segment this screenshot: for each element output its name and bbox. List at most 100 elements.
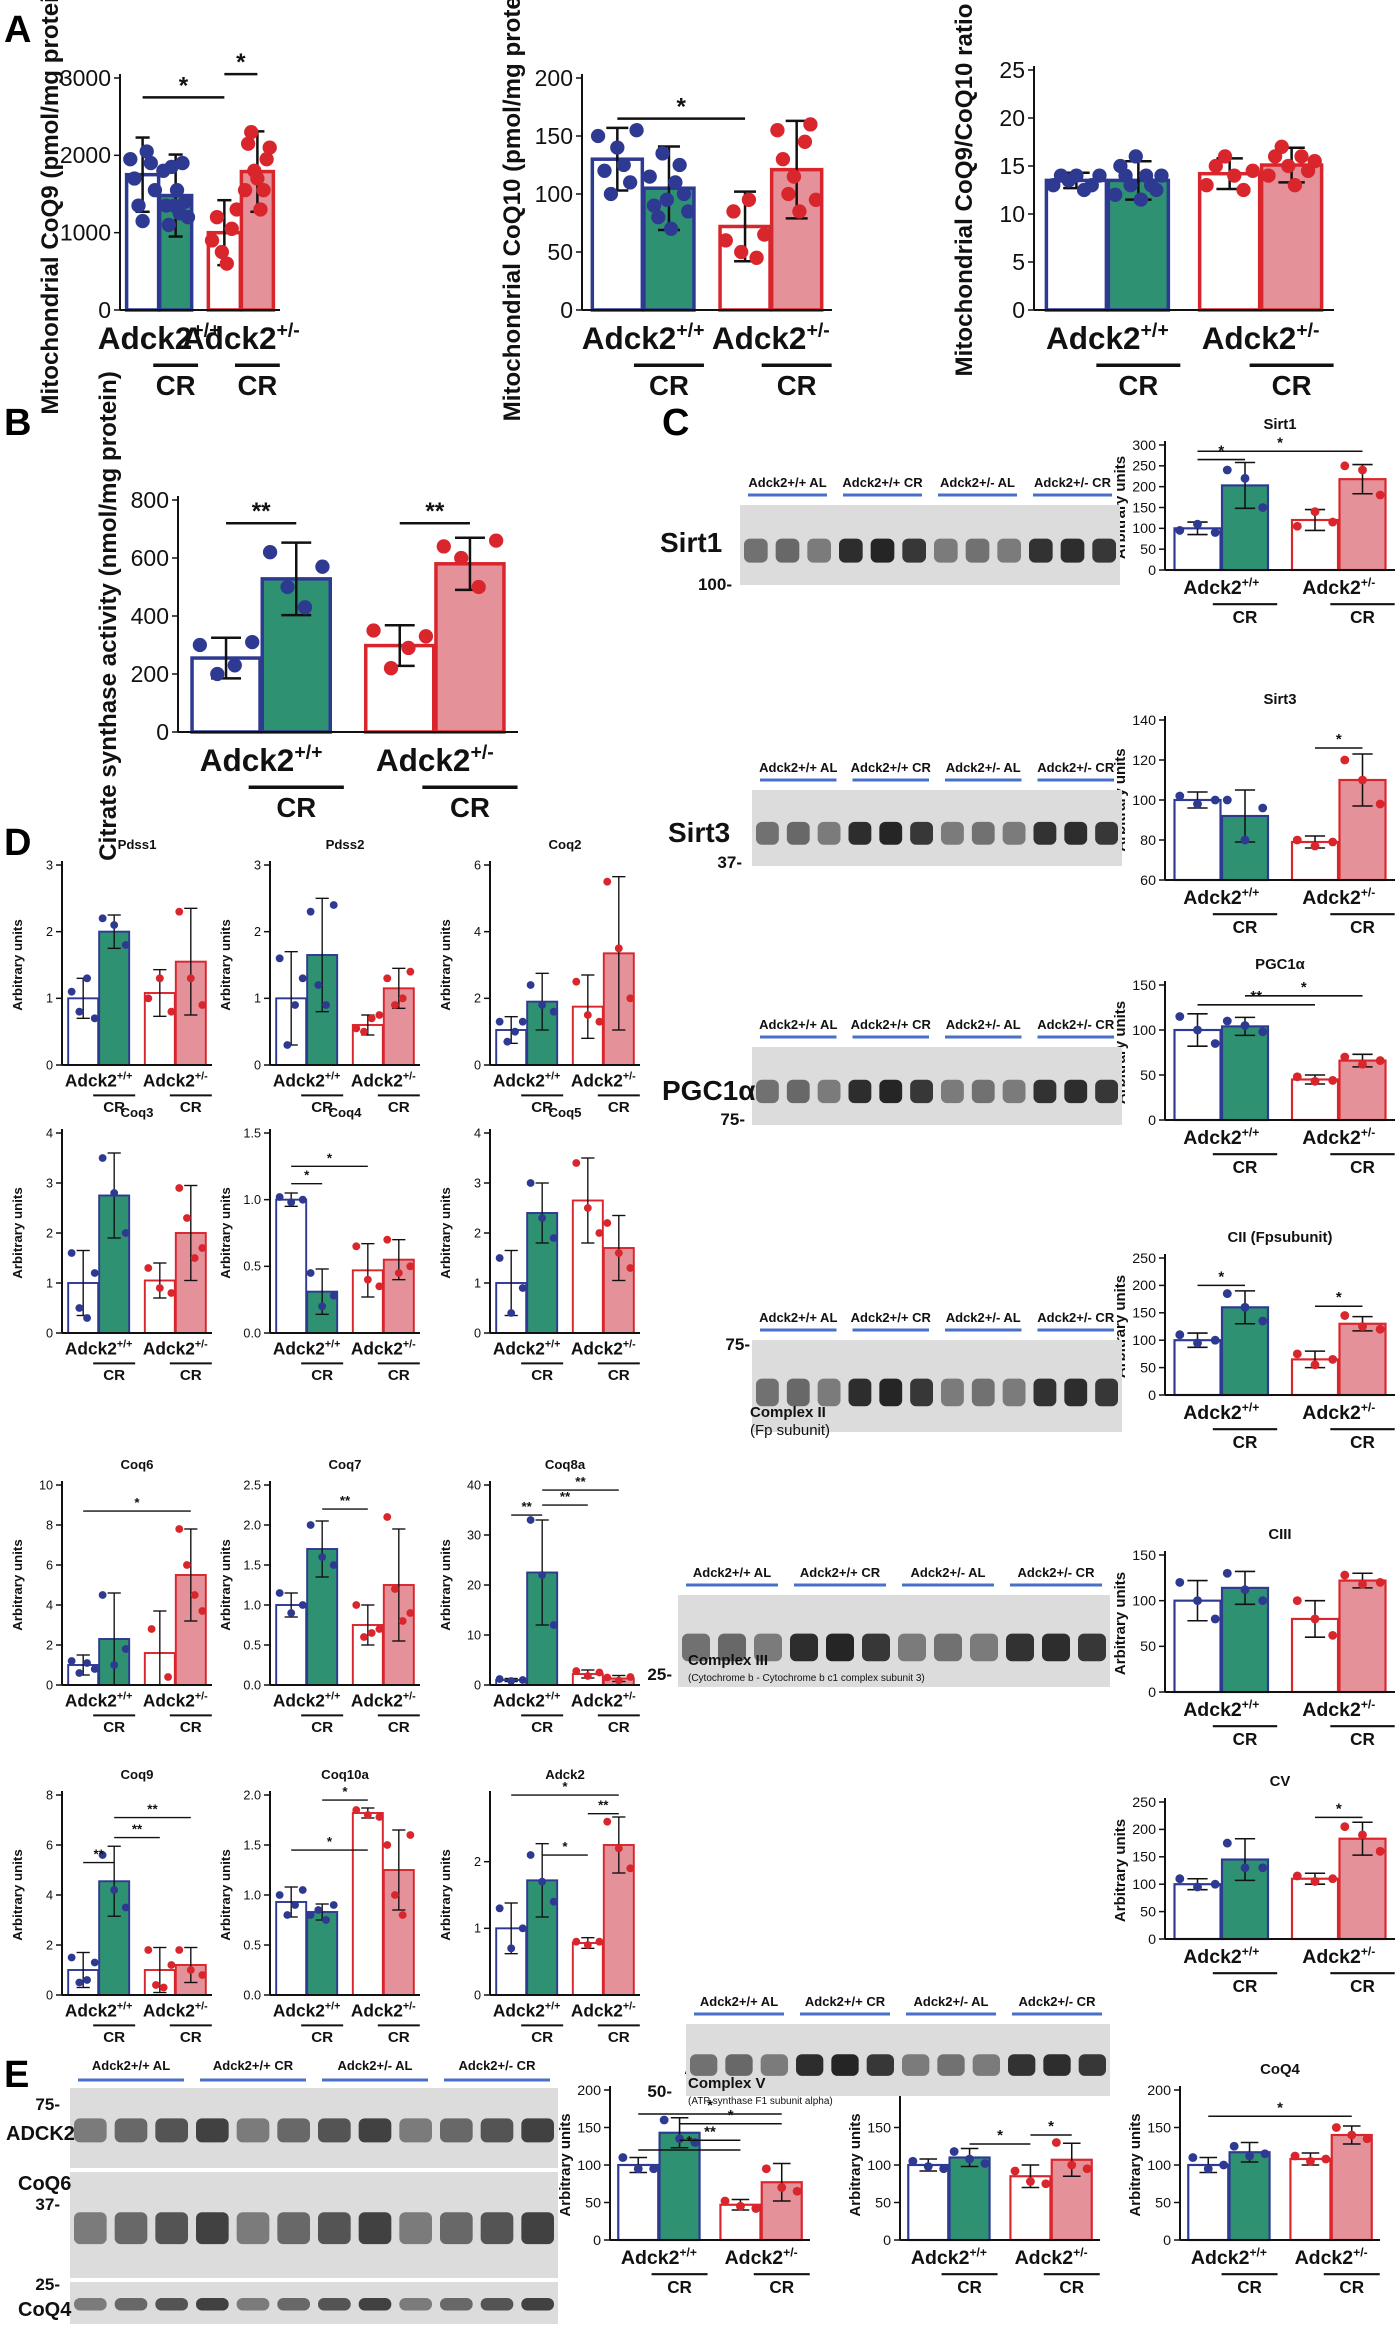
data-point bbox=[190, 1591, 199, 1599]
blot-band bbox=[934, 538, 958, 563]
group-label-het: Adck2+/- bbox=[143, 1071, 208, 1091]
data-point bbox=[375, 1011, 384, 1019]
blot-band bbox=[879, 821, 903, 845]
data-point bbox=[1154, 168, 1169, 183]
y-tick-label: 6 bbox=[46, 1558, 53, 1572]
data-point bbox=[1188, 2153, 1198, 2162]
blot-marker: 75- bbox=[720, 1110, 745, 1129]
data-point bbox=[1046, 178, 1061, 193]
blot-band bbox=[1078, 1633, 1106, 1662]
data-point bbox=[169, 182, 185, 198]
data-point bbox=[761, 2164, 771, 2174]
data-point bbox=[275, 1891, 284, 1899]
data-point bbox=[1294, 149, 1309, 164]
data-point bbox=[676, 186, 692, 202]
y-tick-label: 2.0 bbox=[243, 1518, 261, 1532]
blot-band bbox=[817, 1378, 841, 1407]
blot-band bbox=[440, 2297, 473, 2311]
blot-ciii: Adck2+/+ AL Adck2+/+ CR Adck2+/- AL Adck2+/… bbox=[647, 1565, 1110, 1687]
y-tick-label: 0.0 bbox=[243, 1678, 261, 1692]
chart-a2: 0 50 100 150 200 Mitochondrial CoQ10 (pmol/mg… bbox=[499, 0, 832, 421]
cr-label-wt: CR bbox=[1233, 1158, 1258, 1177]
data-point bbox=[253, 202, 268, 217]
group-label-wt: Adck2+/+ bbox=[493, 2001, 561, 2021]
blot-band bbox=[74, 2212, 107, 2245]
y-axis-label: Mitochondrial CoQ10 (pmol/mg protein) bbox=[499, 0, 526, 421]
group-label-het: Adck2+/- bbox=[1302, 1944, 1375, 1968]
y-tick-label: 100 bbox=[1132, 1023, 1156, 1039]
data-point bbox=[1240, 1863, 1250, 1873]
chart-title: Adck2 bbox=[545, 1767, 585, 1782]
data-point bbox=[642, 169, 657, 184]
y-tick-label: 0 bbox=[474, 1326, 481, 1340]
data-point bbox=[668, 175, 683, 190]
data-point bbox=[298, 974, 307, 983]
cr-label-wt: CR bbox=[1233, 918, 1258, 937]
significance-label: * bbox=[327, 1834, 333, 1849]
chart-pdss2: 0 1 2 3 Arbitrary units Pdss2 Adck2+/+ Adck2+/-… bbox=[218, 837, 420, 1116]
data-point bbox=[595, 1017, 604, 1026]
blot-lane-label: Adck2+/+ CR bbox=[851, 1017, 932, 1032]
blot-band bbox=[970, 1633, 998, 1662]
blot-band bbox=[358, 2212, 392, 2245]
bar-3 bbox=[1330, 2133, 1373, 2242]
data-point bbox=[980, 2159, 990, 2168]
blot-band bbox=[718, 1633, 746, 1662]
y-tick-label: 400 bbox=[131, 603, 169, 629]
y-tick-label: 0 bbox=[46, 1326, 53, 1340]
data-point bbox=[1358, 465, 1367, 475]
data-point bbox=[549, 1234, 558, 1242]
data-point bbox=[1175, 525, 1185, 535]
blot-band bbox=[1033, 1378, 1057, 1407]
significance-label: ** bbox=[575, 1474, 586, 1489]
blot-lane-label: Adck2+/- AL bbox=[946, 760, 1021, 775]
data-point bbox=[306, 1269, 315, 1277]
data-point bbox=[144, 1264, 153, 1272]
significance-label: * bbox=[707, 2097, 713, 2114]
data-point bbox=[1193, 799, 1202, 809]
data-point bbox=[614, 1844, 623, 1853]
data-point bbox=[167, 1289, 176, 1297]
data-point bbox=[198, 1244, 207, 1252]
data-point bbox=[1292, 521, 1302, 531]
data-point bbox=[495, 1675, 504, 1683]
data-point bbox=[675, 2134, 684, 2144]
data-point bbox=[488, 533, 504, 548]
data-point bbox=[363, 1275, 372, 1284]
blot-band bbox=[1029, 538, 1053, 563]
y-tick-label: 0 bbox=[593, 2233, 601, 2249]
data-point bbox=[614, 944, 623, 953]
chart-title: Pdss2 bbox=[326, 837, 365, 852]
y-tick-label: 1 bbox=[46, 992, 53, 1006]
group-label-wt: Adck2+/+ bbox=[65, 1691, 133, 1711]
bar-1 bbox=[306, 1911, 339, 1996]
data-point bbox=[1358, 1059, 1367, 1069]
blot-band bbox=[879, 1079, 903, 1104]
data-point bbox=[495, 1017, 504, 1026]
data-point bbox=[775, 152, 791, 167]
blot-band bbox=[1095, 1378, 1118, 1407]
data-point bbox=[507, 1944, 516, 1953]
data-point bbox=[1193, 1882, 1202, 1892]
blot-cii: Adck2+/+ AL Adck2+/+ CR Adck2+/- AL Adck2+/… bbox=[725, 1310, 1122, 1439]
group-label-het: Adck2+/- bbox=[1015, 2245, 1088, 2269]
data-point bbox=[98, 1591, 107, 1599]
y-tick-label: 0 bbox=[474, 1678, 481, 1692]
data-point bbox=[1258, 1596, 1268, 1606]
y-tick-label: 2 bbox=[254, 925, 261, 939]
y-axis-label: Arbitrary units bbox=[218, 1539, 233, 1630]
data-point bbox=[1236, 182, 1251, 198]
y-tick-label: 3 bbox=[254, 858, 261, 872]
blot-lane-label: Adck2+/- CR bbox=[459, 2058, 537, 2073]
blot-band bbox=[862, 1633, 890, 1662]
data-point bbox=[1375, 799, 1385, 809]
data-point bbox=[1069, 168, 1084, 183]
data-point bbox=[1193, 1025, 1202, 1035]
y-tick-label: 0 bbox=[1148, 1388, 1156, 1404]
y-tick-label: 1.0 bbox=[243, 1888, 261, 1902]
y-axis-label: Arbitrary units bbox=[10, 1849, 25, 1940]
data-point bbox=[161, 217, 176, 233]
blot-band bbox=[74, 2118, 107, 2143]
y-tick-label: 150 bbox=[577, 2120, 601, 2136]
data-point bbox=[318, 1302, 327, 1311]
